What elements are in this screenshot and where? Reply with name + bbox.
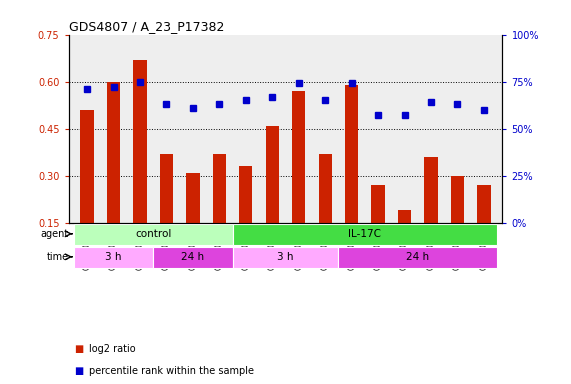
Text: IL-17C: IL-17C	[348, 229, 381, 239]
Text: log2 ratio: log2 ratio	[89, 344, 135, 354]
Bar	[339, 247, 497, 268]
Bar	[232, 247, 339, 268]
Text: GDS4807 / A_23_P17382: GDS4807 / A_23_P17382	[69, 20, 224, 33]
Bar	[186, 172, 199, 270]
Text: control: control	[135, 229, 171, 239]
Bar	[81, 110, 94, 270]
Bar	[107, 82, 120, 270]
Text: 3 h: 3 h	[105, 252, 122, 262]
Bar	[153, 247, 232, 268]
Bar	[424, 157, 437, 270]
Bar	[345, 85, 358, 270]
Bar	[451, 176, 464, 270]
Bar	[74, 247, 153, 268]
Bar	[292, 91, 305, 270]
Text: agent: agent	[41, 229, 69, 239]
Bar	[239, 166, 252, 270]
Bar	[477, 185, 490, 270]
Bar	[213, 154, 226, 270]
Text: 3 h: 3 h	[278, 252, 293, 262]
Text: 24 h: 24 h	[406, 252, 429, 262]
Text: ■: ■	[74, 366, 83, 376]
Text: percentile rank within the sample: percentile rank within the sample	[89, 366, 254, 376]
Bar	[160, 154, 173, 270]
Bar	[319, 154, 332, 270]
Text: 24 h: 24 h	[182, 252, 204, 262]
Bar	[134, 60, 147, 270]
Bar	[372, 185, 385, 270]
Text: ■: ■	[74, 344, 83, 354]
Bar	[398, 210, 411, 270]
Bar	[266, 126, 279, 270]
Bar	[232, 224, 497, 245]
Bar	[74, 224, 232, 245]
Text: time: time	[47, 252, 69, 262]
